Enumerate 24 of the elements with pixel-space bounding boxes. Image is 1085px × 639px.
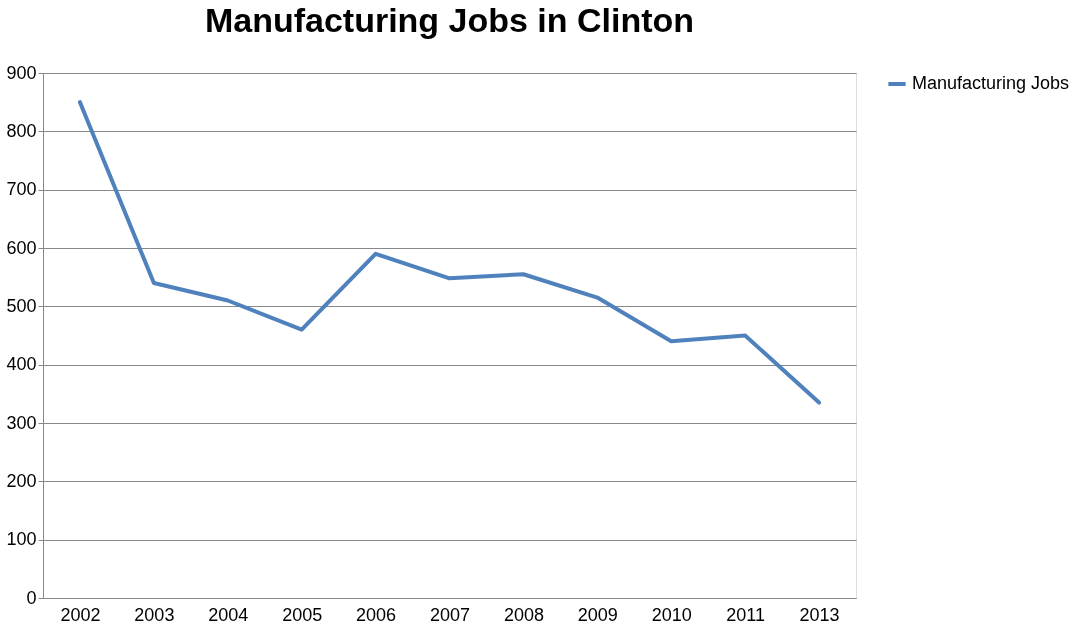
- x-tick-label: 2009: [577, 604, 618, 625]
- x-tick-label: 2004: [208, 604, 249, 625]
- y-tick-label: 500: [6, 295, 37, 316]
- x-tick-label: 2002: [60, 604, 101, 625]
- legend-label: Manufacturing Jobs: [912, 73, 1070, 93]
- y-tick-label: 900: [6, 62, 37, 83]
- x-tick-label: 2013: [799, 604, 840, 625]
- y-tick-label: 600: [6, 237, 37, 258]
- y-tick-label: 200: [6, 470, 37, 491]
- x-tick-label: 2006: [356, 604, 397, 625]
- x-tick-label: 2008: [503, 604, 544, 625]
- line-series: [77, 100, 822, 405]
- y-tick-label: 300: [6, 412, 37, 433]
- y-tick-label: 0: [26, 587, 37, 608]
- x-tick-label: 2005: [282, 604, 323, 625]
- y-tick-label: 800: [6, 120, 37, 141]
- y-tick-label: 100: [6, 529, 37, 550]
- x-tick-label: 2007: [429, 604, 471, 625]
- chart-title: Manufacturing Jobs in Clinton: [204, 1, 695, 39]
- y-tick-label: 400: [6, 354, 37, 375]
- y-tick-label: 700: [6, 179, 37, 200]
- x-tick-label: 2011: [726, 604, 765, 625]
- x-tick-label: 2003: [134, 604, 175, 625]
- x-tick-label: 2010: [651, 604, 692, 625]
